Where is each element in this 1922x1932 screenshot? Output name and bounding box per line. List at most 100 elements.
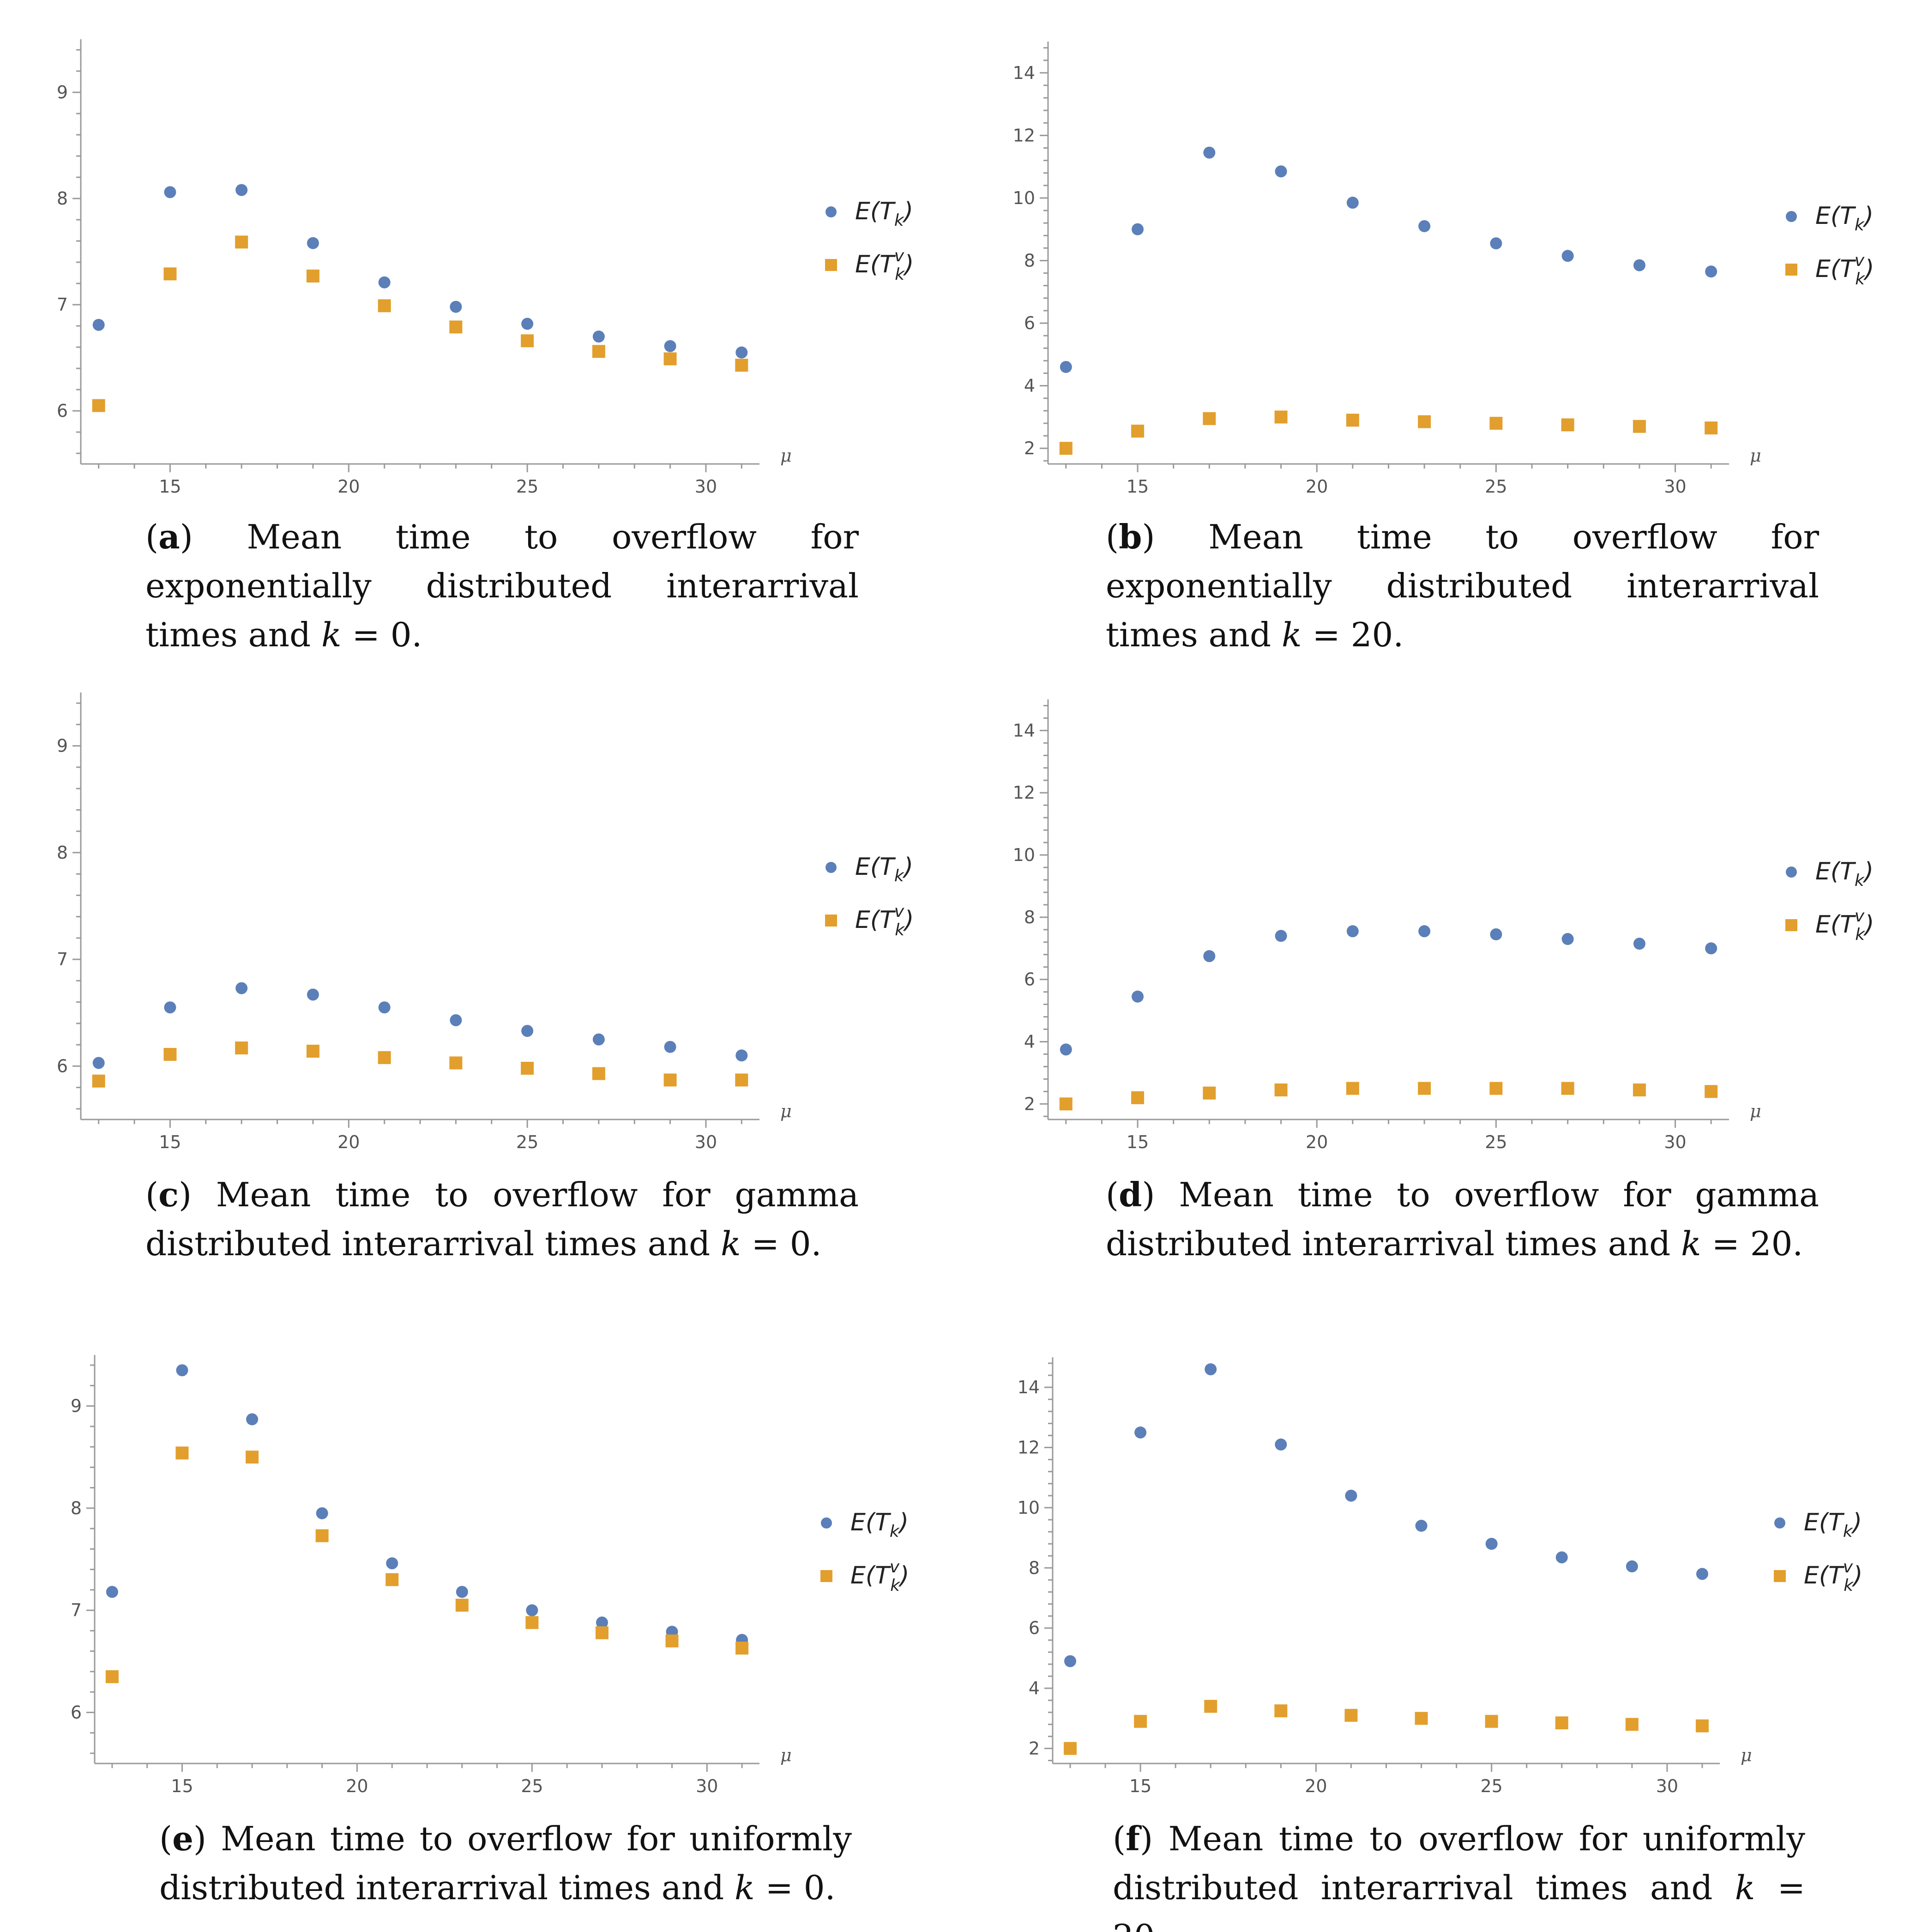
- point-e-tkv: [449, 320, 463, 334]
- legend-marker-e-tkv: [1774, 1570, 1786, 1582]
- legend-label-e-tkv: E(Tv k): [855, 902, 914, 939]
- point-e-tk: [106, 1586, 118, 1598]
- point-e-tk: [664, 340, 676, 352]
- point-e-tk: [1485, 1538, 1498, 1550]
- y-tick-label: 2: [1024, 1094, 1035, 1114]
- point-e-tk: [1205, 1363, 1217, 1376]
- caption-c: (c) Mean time to overflow for gamma dist…: [145, 1175, 859, 1263]
- point-e-tkv: [1489, 1082, 1503, 1095]
- caption-text: Mean time to overflow for exponentially …: [1106, 518, 1820, 654]
- x-tick-label: 15: [159, 1132, 181, 1152]
- caption-text: Mean time to overflow for gamma distribu…: [145, 1175, 859, 1263]
- point-e-tk: [1346, 925, 1359, 938]
- legend-marker-e-tk: [825, 862, 837, 873]
- point-e-tk: [235, 184, 248, 196]
- point-e-tk: [1705, 265, 1717, 278]
- caption-letter: d: [1119, 1175, 1142, 1214]
- legend-label-e-tkv: E(Tv k): [855, 247, 914, 284]
- point-e-tk: [1275, 165, 1287, 178]
- x-tick-label: 20: [337, 476, 360, 497]
- x-tick-label: 30: [695, 1132, 717, 1152]
- point-e-tkv: [521, 334, 534, 348]
- point-e-tk: [386, 1557, 398, 1570]
- point-e-tkv: [1064, 1742, 1077, 1755]
- chart-c: 15 20 25 30 6 7 8 9 μ E(Tk) E(Tv k): [57, 692, 914, 1152]
- point-e-tkv: [1418, 1082, 1431, 1095]
- point-e-tkv: [663, 352, 677, 366]
- x-tick-label: 15: [1129, 1776, 1151, 1796]
- chart-b: 15 20 25 30 2 4 6 8 10 12 14 μ E(Tk) E(Tv k): [1013, 42, 1874, 497]
- y-tick-label: 2: [1024, 438, 1035, 458]
- point-e-tk: [235, 982, 248, 994]
- point-e-tkv: [1131, 1091, 1145, 1104]
- point-e-tk: [735, 346, 748, 359]
- legend-marker-e-tkv: [825, 915, 837, 927]
- point-e-tk: [246, 1413, 259, 1426]
- caption-var: k: [1735, 1868, 1755, 1907]
- legend-marker-e-tk: [821, 1517, 832, 1529]
- point-e-tk: [664, 1041, 676, 1053]
- point-e-tkv: [92, 399, 105, 412]
- point-e-tkv: [1555, 1716, 1568, 1729]
- point-e-tkv: [455, 1599, 469, 1612]
- point-e-tk: [307, 988, 319, 1001]
- point-e-tkv: [246, 1451, 259, 1464]
- y-tick-label: 2: [1029, 1738, 1040, 1758]
- legend-marker-e-tkv: [1785, 919, 1797, 931]
- caption-letter: f: [1126, 1819, 1140, 1858]
- y-tick-label: 9: [57, 82, 68, 102]
- legend-label-e-tk: E(Tk): [1815, 202, 1874, 235]
- point-e-tkv: [1705, 1085, 1718, 1098]
- caption-var: k: [1281, 615, 1302, 654]
- y-tick-label: 8: [57, 188, 68, 209]
- point-e-tkv: [1561, 418, 1574, 432]
- point-e-tkv: [315, 1529, 329, 1542]
- point-e-tk: [1490, 928, 1502, 940]
- point-e-tk: [307, 237, 319, 249]
- panel-b: 15 20 25 30 2 4 6 8 10 12 14 μ E(Tk) E(Tv k): [963, 0, 1922, 644]
- point-e-tk: [1705, 942, 1717, 955]
- point-e-tkv: [1346, 1082, 1359, 1095]
- caption-letter: e: [172, 1819, 193, 1858]
- y-tick-label: 8: [1024, 250, 1035, 271]
- x-tick-label: 20: [337, 1132, 360, 1152]
- point-e-tkv: [1633, 420, 1646, 433]
- point-e-tkv: [306, 1045, 319, 1058]
- point-e-tk: [1418, 925, 1431, 938]
- point-e-tkv: [163, 267, 177, 281]
- point-e-tk: [1345, 1489, 1357, 1502]
- point-e-tk: [1275, 930, 1287, 942]
- y-tick-label: 8: [1029, 1558, 1040, 1578]
- y-tick-label: 4: [1029, 1678, 1040, 1698]
- point-e-tk: [1132, 990, 1144, 1003]
- caption-e: (e) Mean time to overflow for uniformly …: [159, 1819, 852, 1907]
- x-tick-label: 15: [171, 1776, 193, 1796]
- point-e-tk: [1490, 237, 1502, 250]
- point-e-tkv: [1625, 1718, 1639, 1731]
- x-tick-label: 25: [521, 1776, 543, 1796]
- caption-eq: = 0.: [765, 1868, 836, 1907]
- panel-f: 15 20 25 30 2 4 6 8 10 12 14 μ E(Tk) E(Tv k): [963, 1313, 1922, 1932]
- caption-var: k: [321, 615, 342, 654]
- x-axis-label: μ: [1741, 1745, 1752, 1765]
- panel-a: 15 20 25 30 6 7 8 9 μ E(Tk) E(Tv k): [0, 0, 960, 644]
- x-axis-label: μ: [780, 1101, 792, 1121]
- x-tick-label: 25: [516, 1132, 538, 1152]
- caption-eq: = 0.: [352, 615, 422, 654]
- legend-marker-e-tk: [1774, 1517, 1785, 1529]
- caption-b: (b) Mean time to overflow for exponentia…: [1106, 517, 1820, 654]
- x-tick-label: 20: [1305, 1776, 1327, 1796]
- y-tick-label: 7: [71, 1600, 82, 1620]
- point-e-tk: [450, 1014, 462, 1026]
- point-e-tk: [316, 1507, 328, 1519]
- point-e-tk: [1064, 1655, 1077, 1667]
- x-tick-label: 30: [1664, 1132, 1686, 1152]
- point-e-tk: [1415, 1520, 1428, 1532]
- legend-label-e-tk: E(Tk): [850, 1509, 909, 1541]
- caption-text: Mean time to overflow for uniformly dist…: [1113, 1819, 1805, 1907]
- y-tick-label: 6: [1024, 313, 1035, 333]
- point-e-tkv: [235, 1041, 248, 1055]
- y-tick-label: 4: [1024, 1031, 1035, 1052]
- point-e-tk: [526, 1604, 538, 1617]
- x-tick-label: 25: [1485, 476, 1507, 497]
